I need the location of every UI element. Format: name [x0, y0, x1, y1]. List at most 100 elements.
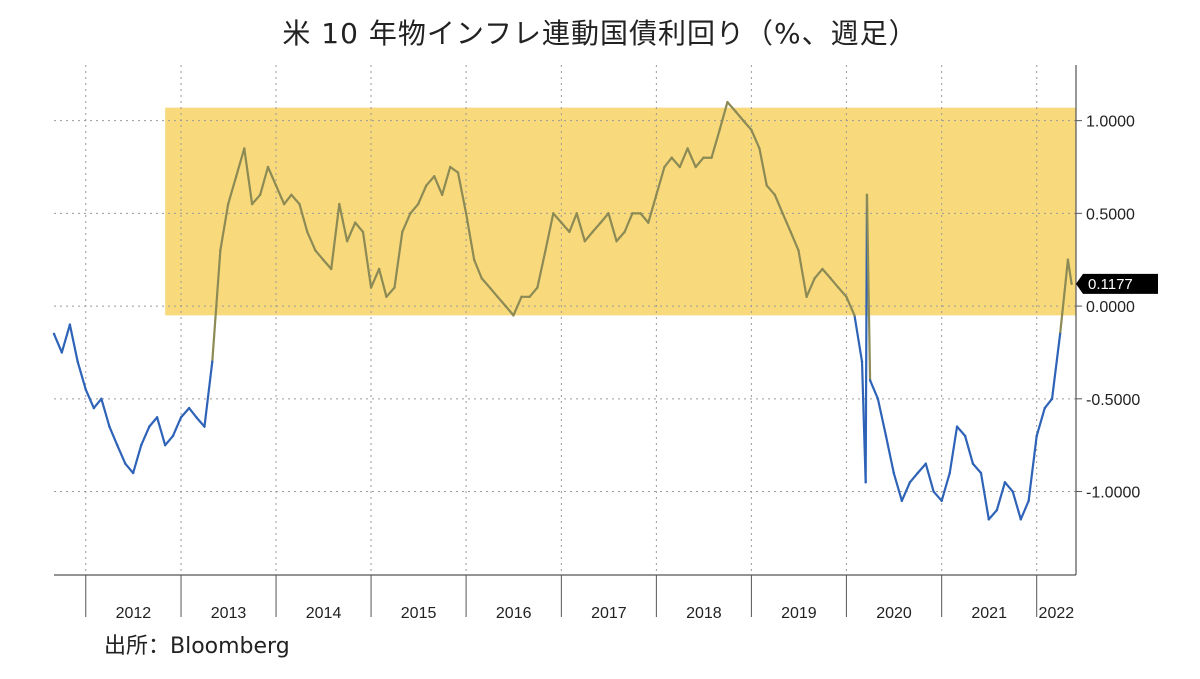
series-segment	[496, 295, 507, 308]
x-tick-label: 2012	[116, 605, 152, 622]
series-segment	[464, 212, 476, 261]
series-segment	[1043, 397, 1054, 410]
data-point	[742, 119, 745, 122]
data-point	[955, 425, 959, 428]
series-segment	[884, 434, 895, 475]
data-point	[250, 202, 254, 206]
data-point	[353, 221, 357, 224]
series-segment	[876, 397, 888, 438]
data-point	[219, 249, 222, 252]
series-segment	[536, 249, 547, 289]
series-segment	[971, 462, 983, 475]
data-point	[68, 323, 72, 326]
data-point	[1070, 282, 1073, 286]
series-segment	[955, 425, 967, 438]
data-point	[655, 193, 658, 197]
series-segment	[979, 471, 990, 521]
series-segment	[670, 156, 681, 169]
series-segment	[100, 397, 111, 428]
data-point	[330, 267, 333, 271]
series-segment	[821, 267, 832, 280]
series-segment	[853, 314, 864, 363]
data-point	[575, 212, 578, 215]
series-segment	[765, 184, 776, 196]
data-point	[512, 314, 515, 317]
data-point	[274, 184, 278, 187]
data-point	[647, 221, 650, 224]
data-point	[789, 230, 792, 234]
data-point	[813, 277, 816, 280]
series-segment	[868, 379, 879, 400]
data-point	[131, 471, 135, 475]
data-point	[876, 397, 880, 401]
data-point	[1019, 518, 1023, 521]
series-segment	[140, 425, 151, 447]
data-point	[243, 147, 246, 150]
series-segment	[1035, 406, 1046, 438]
series-segment	[188, 406, 198, 419]
data-point	[464, 212, 468, 215]
series-segment	[568, 212, 578, 234]
data-point	[409, 212, 412, 215]
series-segment	[68, 323, 79, 363]
data-point	[338, 202, 341, 206]
series-segment	[924, 462, 935, 493]
data-point	[591, 230, 594, 234]
series-segment	[797, 249, 808, 298]
gridlines	[54, 65, 1076, 575]
series-segment	[60, 323, 71, 354]
series-segment	[591, 221, 602, 234]
y-tick-label: 0.5000	[1086, 206, 1135, 223]
series-segment	[488, 286, 499, 298]
data-point	[694, 165, 697, 169]
series-segment	[1011, 490, 1022, 521]
data-point	[195, 416, 198, 419]
data-point	[520, 295, 523, 299]
data-point	[702, 156, 705, 159]
data-point	[892, 471, 895, 475]
data-point	[282, 202, 286, 206]
series-segment	[837, 286, 848, 298]
data-point	[92, 406, 96, 410]
series-segment	[504, 304, 515, 317]
x-tick-label: 2019	[781, 605, 817, 622]
data-point	[108, 425, 111, 428]
data-point	[361, 230, 365, 234]
data-point	[552, 212, 555, 215]
data-point	[171, 434, 175, 438]
x-tick-label: 2014	[306, 605, 342, 622]
data-point	[416, 202, 420, 206]
data-point	[425, 184, 428, 187]
data-point	[148, 425, 151, 428]
data-point	[734, 110, 737, 113]
data-point	[864, 481, 867, 484]
series-segment	[686, 147, 697, 169]
data-point	[631, 212, 634, 215]
series-segment	[528, 286, 539, 298]
series-segment	[274, 184, 286, 206]
series-segment	[409, 202, 420, 215]
x-tick-label: 2020	[876, 605, 912, 622]
data-point	[568, 230, 571, 234]
y-tick-label: 1.0000	[1086, 114, 1135, 131]
series-segment	[512, 295, 523, 317]
x-tick-label: 2015	[401, 605, 437, 622]
series-segment	[393, 230, 404, 289]
data-point	[710, 156, 713, 159]
series-segment	[401, 212, 412, 234]
data-point	[226, 202, 230, 206]
data-point	[797, 249, 800, 252]
series-segment	[615, 230, 626, 243]
series-segment	[892, 471, 903, 502]
data-point	[345, 239, 349, 243]
series-segment	[663, 156, 673, 169]
series-segment	[164, 434, 175, 447]
x-tick-label: 2017	[591, 605, 627, 622]
data-point	[100, 397, 103, 401]
y-tick-label: 0.0000	[1086, 299, 1135, 316]
data-point	[235, 175, 238, 178]
data-point	[536, 286, 539, 289]
data-point	[266, 165, 270, 169]
series-segment	[132, 444, 143, 475]
series-segment	[900, 481, 912, 502]
